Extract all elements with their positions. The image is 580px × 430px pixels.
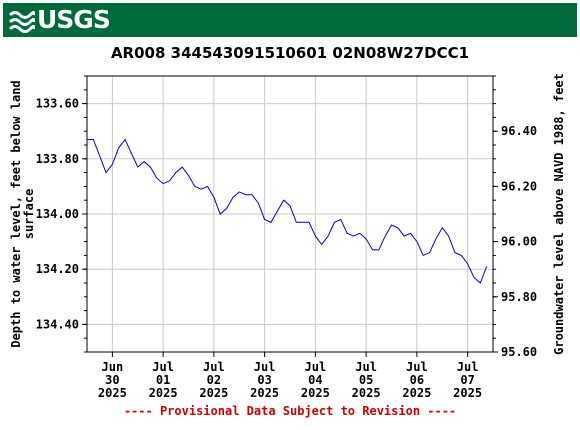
x-tick-label: Jun xyxy=(102,360,124,374)
x-tick-label: Jul xyxy=(305,360,327,374)
x-tick-label: Jul xyxy=(406,360,428,374)
x-tick-label: Jul xyxy=(355,360,377,374)
y-left-tick-label: 133.60 xyxy=(36,97,79,111)
x-tick-label: 2025 xyxy=(453,386,482,400)
x-tick-label: 30 xyxy=(105,373,119,387)
x-tick-label: Jul xyxy=(254,360,276,374)
chart-title: AR008 344543091510601 02N08W27DCC1 xyxy=(110,44,470,62)
x-tick-label: 2025 xyxy=(402,386,431,400)
y-right-tick-label: 95.60 xyxy=(501,345,537,359)
usgs-logo-text: USGS xyxy=(37,5,111,34)
x-tick-label: 2025 xyxy=(301,386,330,400)
y-left-tick-label: 134.40 xyxy=(36,317,79,331)
y-right-tick-label: 95.80 xyxy=(501,290,537,304)
y-left-tick-label: 134.20 xyxy=(36,262,79,276)
y-right-tick-label: 96.00 xyxy=(501,235,537,249)
x-tick-label: 2025 xyxy=(199,386,228,400)
x-tick-label: 07 xyxy=(460,373,474,387)
provisional-data-notice: ---- Provisional Data Subject to Revisio… xyxy=(123,404,457,418)
x-tick-label: 04 xyxy=(308,373,322,387)
x-tick-label: 06 xyxy=(410,373,424,387)
y-axis-label-left: Depth to water level, feet below landsur… xyxy=(9,80,36,347)
x-tick-label: Jul xyxy=(203,360,225,374)
usgs-wave-icon xyxy=(9,11,35,33)
y-right-tick-label: 96.20 xyxy=(501,179,537,193)
x-tick-label: 03 xyxy=(257,373,271,387)
x-tick-label: 2025 xyxy=(352,386,381,400)
x-tick-label: 05 xyxy=(359,373,373,387)
usgs-logo[interactable]: USGS xyxy=(9,5,111,35)
y-left-tick-label: 134.00 xyxy=(36,207,79,221)
x-tick-label: 2025 xyxy=(149,386,178,400)
tick-layer: Jun302025Jul012025Jul022025Jul032025Jul0… xyxy=(36,75,537,400)
y-axis-label-right: Groundwater level above NAVD 1988, feet xyxy=(552,73,566,355)
y-left-tick-label: 133.80 xyxy=(36,152,79,166)
usgs-header-bar: USGS xyxy=(2,2,578,38)
series-line-water-level xyxy=(87,138,488,284)
x-tick-label: 02 xyxy=(207,373,221,387)
y-right-tick-label: 96.40 xyxy=(501,124,537,138)
x-tick-label: 2025 xyxy=(250,386,279,400)
x-tick-label: Jul xyxy=(457,360,479,374)
x-tick-label: Jul xyxy=(152,360,174,374)
x-tick-label: 01 xyxy=(156,373,170,387)
grid-layer xyxy=(87,76,493,352)
x-tick-label: 2025 xyxy=(98,386,127,400)
